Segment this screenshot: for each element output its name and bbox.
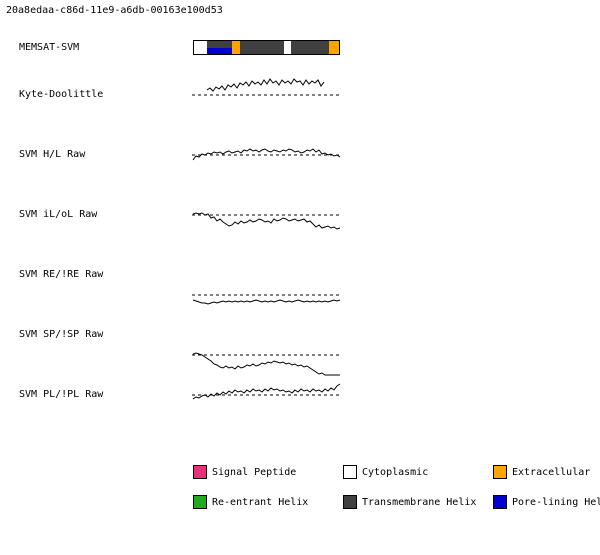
svm-re-line bbox=[192, 299, 341, 305]
legend-swatch-extracellular bbox=[493, 465, 507, 479]
legend-swatch-signal-peptide bbox=[193, 465, 207, 479]
memsat-segment-cytoplasmic bbox=[194, 41, 208, 54]
memsat-segment-cytoplasmic bbox=[283, 41, 292, 54]
row-label-svm-ilol-raw: SVM iL/oL Raw bbox=[19, 209, 98, 220]
svm-re-trace bbox=[192, 294, 341, 305]
svm-ilol-trace bbox=[192, 212, 341, 230]
row-label-kyte-doolittle: Kyte-Doolittle bbox=[19, 89, 104, 100]
legend-swatch-transmembrane-helix bbox=[343, 495, 357, 509]
svm-sp-line bbox=[192, 352, 340, 376]
memsat-segment-extracellular bbox=[328, 41, 339, 54]
legend-swatch-cytoplasmic bbox=[343, 465, 357, 479]
legend-swatch-pore-lining-helix bbox=[493, 495, 507, 509]
kyte-doolittle-line bbox=[206, 78, 325, 92]
memsat-segment-transmembrane bbox=[240, 41, 284, 54]
svm-pl-trace bbox=[192, 383, 341, 400]
job-id-title: 20a8edaa-c86d-11e9-a6db-00163e100d53 bbox=[6, 5, 223, 16]
svm-ilol-line bbox=[192, 212, 341, 230]
memsat-topology-bar bbox=[193, 40, 340, 55]
legend-label-cytoplasmic: Cytoplasmic bbox=[362, 467, 429, 478]
row-label-memsat-svm: MEMSAT-SVM bbox=[19, 42, 80, 53]
row-label-svm-re-raw: SVM RE/!RE Raw bbox=[19, 269, 104, 280]
svm-pl-line bbox=[192, 383, 341, 400]
memsat-segment-transmembrane bbox=[291, 41, 329, 54]
legend-label-signal-peptide: Signal Peptide bbox=[212, 467, 297, 478]
memsat-pore-lining-segment bbox=[207, 48, 232, 54]
legend-swatch-re-entrant-helix bbox=[193, 495, 207, 509]
svm-sp-trace bbox=[192, 352, 340, 376]
kyte-doolittle-trace bbox=[192, 78, 340, 96]
legend-label-extracellular: Extracellular bbox=[512, 467, 591, 478]
row-label-svm-hl-raw: SVM H/L Raw bbox=[19, 149, 86, 160]
svm-hl-line bbox=[192, 148, 341, 161]
row-label-svm-sp-raw: SVM SP/!SP Raw bbox=[19, 329, 104, 340]
svm-hl-trace bbox=[192, 148, 341, 161]
legend-label-pore-lining-helix: Pore-lining Hel bbox=[512, 497, 600, 508]
legend-label-re-entrant-helix: Re-entrant Helix bbox=[212, 497, 309, 508]
row-label-svm-pl-raw: SVM PL/!PL Raw bbox=[19, 389, 104, 400]
legend-label-transmembrane-helix: Transmembrane Helix bbox=[362, 497, 477, 508]
memsat-segment-extracellular bbox=[231, 41, 241, 54]
